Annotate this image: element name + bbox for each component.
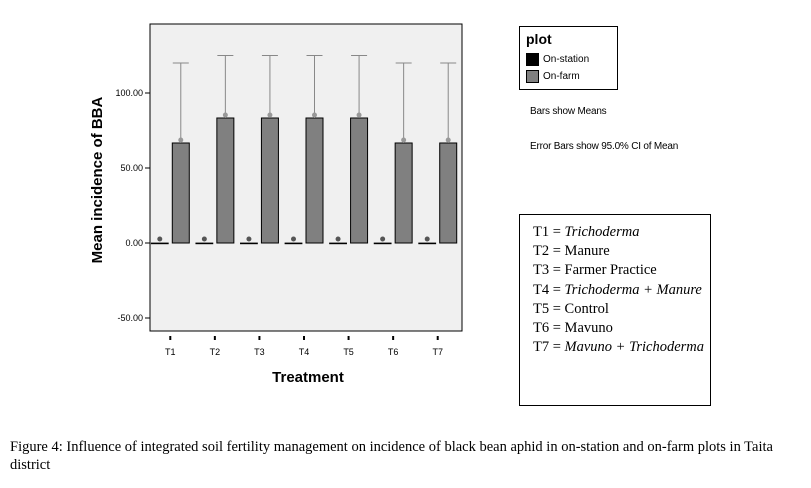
bar-on-station [284,242,303,245]
mean-marker-on-farm [178,137,184,143]
legend-swatch-on-farm [526,69,539,83]
error-marker-on-station [335,236,341,242]
key-label: T6 = [533,320,565,337]
bars [150,117,458,245]
x-tick-label: T3 [254,347,265,357]
key-line-t7: T7 = Mavuno + Trichoderma [533,338,710,357]
x-tick-label: T2 [210,347,221,357]
legend-swatch-on-station [526,52,539,66]
bar-on-station [329,242,347,245]
error-bars-note: Error Bars show 95.0% CI of Mean [530,141,679,152]
x-tick-label: T7 [432,347,443,357]
bar-on-station [195,242,214,245]
key-text: Trichoderma + Manure [564,281,702,298]
bar-on-farm [439,142,458,244]
legend-label-on-farm: On-farm [543,70,580,82]
legend-label-on-station: On-station [543,53,590,65]
error-marker-on-station [291,236,296,242]
error-bars [157,55,457,242]
key-line-t2: T2 = Manure [533,242,710,261]
x-axis-title: Treatment [272,369,344,386]
mean-marker-on-farm [401,137,407,143]
key-label: T5 = [533,300,565,317]
bar-on-farm [305,117,324,244]
figure-caption: Figure 4: Influence of integrated soil f… [10,439,773,473]
bar-on-farm [260,117,279,244]
bar-on-farm [394,142,413,244]
key-label: T2 = [533,243,565,260]
key-line-t3: T3 = Farmer Practice [533,261,710,280]
key-line-t6: T6 = Mavuno [533,319,710,338]
legend-item-on-station: On-station [526,52,589,66]
error-marker-on-station [424,236,430,242]
key-label: T7 = [533,339,565,356]
x-tick-label: T4 [299,347,310,357]
y-tick-label: -50.00 [117,313,143,323]
key-label: T1 = [533,224,565,240]
bar-on-station [240,242,258,245]
treatment-key: T1 = Trichoderma T2 = Manure T3 = Farmer… [519,214,711,406]
key-line-t5: T5 = Control [533,300,710,319]
error-marker-on-station [380,236,386,242]
bar-on-station [418,242,437,245]
key-text: Trichoderma [564,224,640,240]
key-label: T4 = [533,281,565,298]
y-tick-label: 50.00 [120,163,143,173]
legend-title: plot [526,31,552,47]
key-line-t4: T4 = Trichoderma + Manure [533,281,710,300]
error-marker-on-station [246,236,252,242]
key-text: Farmer Practice [564,262,657,279]
y-axis-title: Mean incidence of BBA [89,96,106,263]
y-tick-label: 100.00 [115,88,143,98]
key-text: Manure [564,243,610,260]
x-tick-label: T1 [165,347,176,357]
key-label: T3 = [533,262,565,279]
key-line-t1: T1 = Trichoderma [533,223,710,242]
bar-on-station [150,242,169,245]
mean-marker-on-farm [445,137,451,143]
error-marker-on-station [201,236,207,242]
mean-marker-on-farm [312,112,317,118]
mean-marker-on-farm [356,112,362,118]
mean-marker-on-farm [222,112,228,118]
bar-on-farm [350,117,369,244]
key-text: Mavuno + Trichoderma [564,339,705,356]
bar-on-station [373,242,392,245]
axes: -50.00 0.00 50.00 100.00 T1 T2 T3 T4 T5 T6 T7 [115,88,443,357]
x-tick-label: T6 [388,347,399,357]
bar-on-farm [216,117,235,244]
x-tick-label: T5 [343,347,354,357]
bar-on-farm [171,142,190,244]
mean-marker-on-farm [267,112,273,118]
legend-item-on-farm: On-farm [526,69,580,83]
legend: plot On-station On-farm [519,26,618,90]
bars-note: Bars show Means [530,106,607,117]
key-text: Mavuno [564,320,613,337]
error-marker-on-station [157,236,163,242]
y-tick-label: 0.00 [125,238,143,248]
key-text: Control [564,300,609,317]
